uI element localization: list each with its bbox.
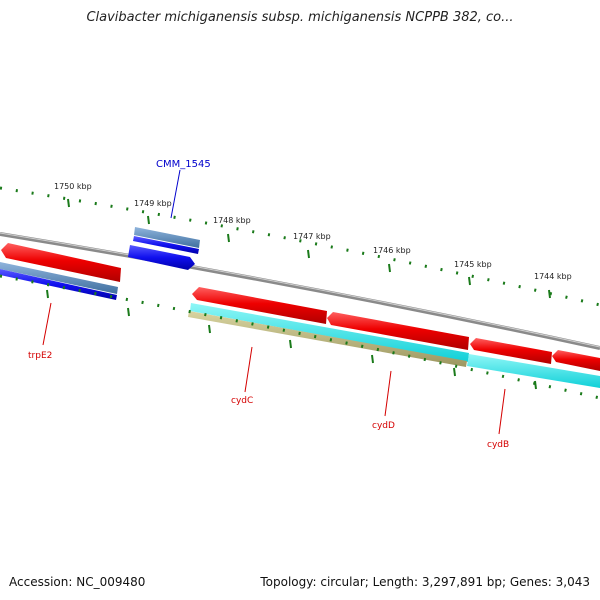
lower-scale-track [0,274,600,400]
genome-summary-text: Topology: circular; Length: 3,297,891 bp… [260,575,590,589]
gene-label-cydc[interactable]: cydC [231,396,253,406]
gene-label-cydd[interactable]: cydD [372,421,395,431]
lower-tick-1 [46,289,49,299]
tick-1747 [307,249,310,259]
kbp-label-1749: 1749 kbp [134,199,172,208]
gene-cydb-arrow[interactable] [470,338,552,364]
gene-label-cydb[interactable]: cydB [487,440,509,450]
gene-cydc-arrow[interactable] [192,287,327,324]
genome-backbone [0,232,600,350]
gene-label-trpe2[interactable]: trpE2 [28,351,52,361]
tick-1748 [227,233,230,243]
kbp-label-1748: 1748 kbp [213,216,251,225]
genome-backbone-highlight [0,232,600,348]
reverse-strand-features [0,243,600,388]
feature-steel-cmm1545 [134,227,200,248]
lower-tick-7 [534,380,537,390]
feature-steel-trpe2 [0,262,118,294]
leader-trpe2 [42,302,52,346]
kbp-label-1744: 1744 kbp [534,272,572,281]
leader-cmm1545 [170,169,181,219]
upper-scale-track [0,186,600,307]
feature-cyan-cydb [467,354,600,388]
gene-label-cmm1545[interactable]: CMM_1545 [156,159,211,170]
kbp-labels: 1750 kbp 1749 kbp 1748 kbp 1747 kbp 1746… [54,182,572,281]
kbp-label-1747: 1747 kbp [293,232,331,241]
gene-cydd-arrow[interactable] [327,312,469,350]
lower-scale-dots [0,274,600,400]
feature-cyan-cyd-operon [190,303,469,362]
feature-blue-cmm1545-strip [133,236,199,254]
tick-1750 [67,198,70,208]
feature-blue-trpe2 [0,269,117,300]
leader-cydd [384,370,392,417]
tick-1749 [147,215,150,225]
kbp-label-1746: 1746 kbp [373,246,411,255]
gene-leader-lines [42,169,506,435]
lower-tick-5 [371,354,374,364]
lower-tick-4 [289,339,292,349]
tick-1744 [548,289,551,299]
tick-1746 [388,263,391,273]
upper-scale-dots [0,186,600,307]
leader-cydb [498,388,506,435]
lower-tick-6 [453,367,456,377]
gene-next-arrow[interactable] [552,350,600,371]
gene-labels: CMM_1545 trpE2 cydC cydD cydB [28,159,509,450]
kbp-label-1750: 1750 kbp [54,182,92,191]
gene-cmm1545-arrow[interactable] [128,245,195,270]
kbp-label-1745: 1745 kbp [454,260,492,269]
gene-trpe2-arrow[interactable] [1,243,121,282]
tick-1745 [468,276,471,286]
leader-cydc [244,346,253,393]
map-title: Clavibacter michiganensis subsp. michiga… [86,10,514,25]
lower-tick-3 [208,324,211,334]
feature-khaki-cyd-operon [188,311,467,367]
forward-strand-features [128,227,200,270]
accession-text: Accession: NC_009480 [9,575,146,589]
lower-tick-2 [127,307,130,317]
